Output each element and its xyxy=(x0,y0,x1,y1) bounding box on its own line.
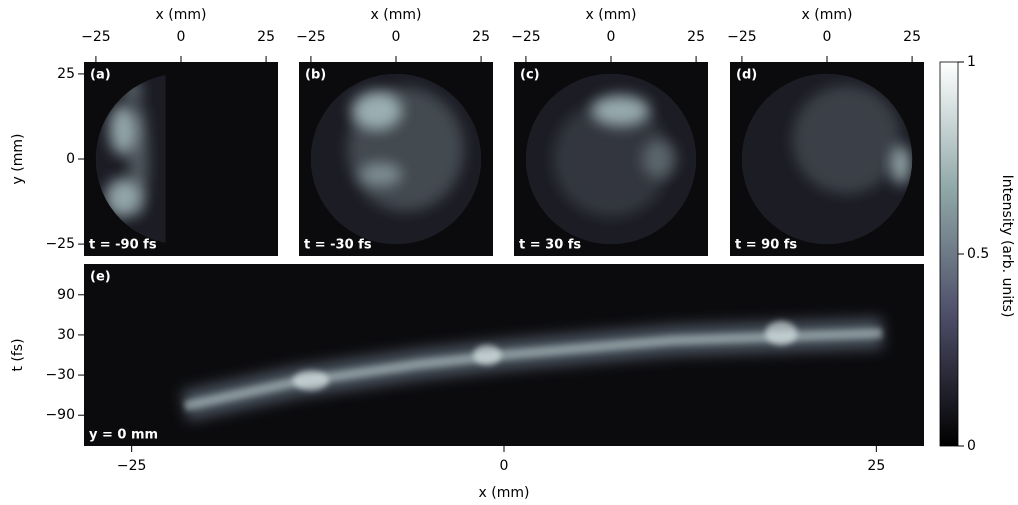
beam-disc xyxy=(95,73,166,245)
panel-label: (d) xyxy=(736,68,757,83)
colorbar-label: Intensity (arb. units) xyxy=(999,175,1015,318)
panel-label: (b) xyxy=(305,68,326,83)
intensity-blob xyxy=(128,100,149,218)
intensity-blob xyxy=(792,85,901,194)
image-content xyxy=(310,73,482,245)
colorbar xyxy=(939,61,959,447)
x-tick-label: 0 xyxy=(177,29,186,45)
panel-label: (c) xyxy=(520,68,540,83)
y-tick-label: −25 xyxy=(45,236,75,252)
x-axis-label: x (mm) xyxy=(371,7,422,23)
x-axis-label: x (mm) xyxy=(156,7,207,23)
beam xyxy=(310,73,482,245)
x-axis-label: x (mm) xyxy=(586,7,637,23)
intensity-blob xyxy=(552,100,670,218)
y-tick-label: 0 xyxy=(66,151,75,167)
x-tick-label: 25 xyxy=(257,29,275,45)
intensity-blob xyxy=(292,370,329,391)
panel-annotation: y = 0 mm xyxy=(89,428,158,443)
colorbar-tick-label: 0.5 xyxy=(967,246,989,262)
beam xyxy=(95,73,166,245)
intensity-blob xyxy=(347,87,464,212)
panel-annotation: t = -90 fs xyxy=(89,238,157,253)
x-tick-label: 25 xyxy=(472,29,490,45)
y-tick-label: 90 xyxy=(57,287,75,303)
image-content xyxy=(95,73,166,245)
x-tick-label: −25 xyxy=(511,29,541,45)
x-tick-label: 25 xyxy=(903,29,921,45)
x-axis-label: x (mm) xyxy=(479,485,530,501)
image-content xyxy=(741,73,913,245)
y-axis-label: y (mm) xyxy=(10,134,26,185)
panel-annotation: t = -30 fs xyxy=(304,238,372,253)
panel-label: (e) xyxy=(90,270,111,285)
image-content xyxy=(181,318,883,421)
colorbar-tick-label: 0 xyxy=(967,438,976,454)
x-tick-label: −25 xyxy=(727,29,757,45)
x-tick-label: 0 xyxy=(500,458,509,474)
x-tick-label: 25 xyxy=(687,29,705,45)
intensity-blob xyxy=(473,345,502,365)
beam-disc xyxy=(310,73,482,245)
x-tick-label: −25 xyxy=(296,29,326,45)
x-tick-label: 0 xyxy=(823,29,832,45)
beam xyxy=(525,73,697,245)
beam-disc xyxy=(741,73,913,245)
x-axis-label: x (mm) xyxy=(802,7,853,23)
panel-label: (a) xyxy=(90,68,111,83)
colorbar-tick-label: 1 xyxy=(967,54,976,70)
y-axis-label: t (fs) xyxy=(10,338,26,371)
x-tick-label: −25 xyxy=(117,458,147,474)
x-tick-label: 25 xyxy=(867,458,885,474)
y-tick-label: 30 xyxy=(57,327,75,343)
intensity-streak xyxy=(183,328,883,411)
y-tick-label: −90 xyxy=(45,407,75,423)
intensity-blob xyxy=(765,321,798,346)
beam-disc xyxy=(525,73,697,245)
beam xyxy=(741,73,913,245)
image-content xyxy=(525,73,697,245)
y-tick-label: 25 xyxy=(57,66,75,82)
x-tick-label: −25 xyxy=(81,29,111,45)
x-tick-label: 0 xyxy=(392,29,401,45)
y-tick-label: −30 xyxy=(45,367,75,383)
panel-annotation: t = 30 fs xyxy=(519,238,581,253)
x-tick-label: 0 xyxy=(607,29,616,45)
panel-annotation: t = 90 fs xyxy=(735,238,797,253)
